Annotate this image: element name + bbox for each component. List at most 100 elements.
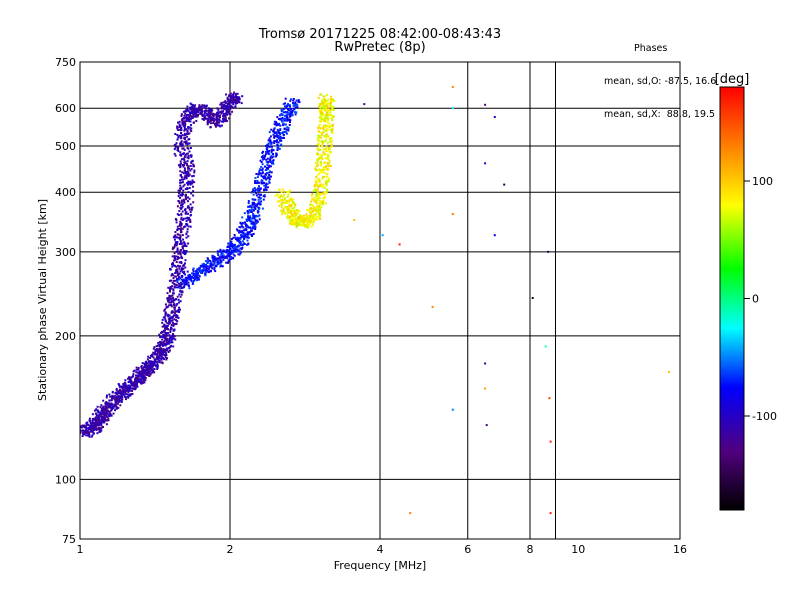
data-point bbox=[163, 353, 166, 356]
data-point bbox=[187, 284, 190, 287]
data-point bbox=[198, 106, 200, 109]
data-point bbox=[274, 194, 277, 197]
data-point bbox=[96, 423, 99, 426]
data-point bbox=[188, 132, 191, 135]
data-point bbox=[204, 274, 207, 277]
data-point bbox=[180, 113, 183, 116]
data-point bbox=[192, 279, 195, 282]
data-point bbox=[176, 320, 179, 323]
data-point bbox=[303, 216, 305, 219]
data-point bbox=[142, 374, 144, 377]
data-point bbox=[124, 396, 127, 399]
data-point bbox=[216, 123, 219, 126]
data-point bbox=[265, 158, 268, 161]
data-point bbox=[109, 404, 112, 407]
data-point bbox=[104, 402, 107, 405]
data-point bbox=[323, 97, 326, 100]
data-point bbox=[149, 357, 152, 359]
data-point bbox=[234, 105, 237, 108]
data-point bbox=[220, 120, 223, 123]
data-point bbox=[171, 265, 174, 268]
data-point bbox=[192, 165, 195, 168]
data-point bbox=[157, 358, 160, 361]
data-point bbox=[282, 134, 285, 136]
data-point bbox=[177, 195, 180, 198]
data-point bbox=[187, 196, 189, 199]
data-point bbox=[318, 185, 321, 187]
data-point bbox=[321, 145, 324, 148]
data-point bbox=[262, 150, 264, 153]
data-point bbox=[112, 406, 114, 409]
data-point bbox=[279, 124, 282, 127]
data-point bbox=[324, 102, 326, 105]
data-point bbox=[173, 286, 176, 289]
data-point bbox=[294, 104, 297, 107]
data-point bbox=[317, 157, 320, 160]
data-point bbox=[181, 227, 184, 230]
data-point bbox=[88, 431, 91, 434]
data-point bbox=[258, 170, 261, 173]
data-point bbox=[228, 255, 231, 258]
data-point bbox=[231, 94, 234, 97]
data-point bbox=[111, 390, 114, 393]
data-point bbox=[278, 188, 281, 191]
data-point bbox=[226, 249, 229, 252]
data-point bbox=[175, 322, 178, 325]
data-point bbox=[284, 111, 287, 113]
data-point bbox=[167, 347, 170, 350]
data-point bbox=[190, 208, 193, 211]
data-point bbox=[216, 107, 219, 110]
data-point bbox=[165, 358, 168, 361]
data-point bbox=[319, 156, 322, 159]
data-point bbox=[92, 426, 95, 429]
data-point bbox=[227, 99, 230, 102]
data-point bbox=[258, 208, 260, 211]
data-point bbox=[159, 351, 162, 354]
data-point bbox=[135, 374, 138, 377]
data-point bbox=[105, 423, 108, 426]
data-point bbox=[190, 127, 193, 130]
data-point bbox=[279, 139, 282, 142]
data-point bbox=[89, 430, 92, 433]
data-point bbox=[110, 414, 113, 417]
data-point bbox=[104, 406, 107, 408]
data-point bbox=[320, 140, 323, 143]
data-point bbox=[280, 209, 283, 212]
data-point bbox=[329, 104, 332, 107]
data-point bbox=[120, 400, 123, 403]
data-point bbox=[140, 382, 142, 385]
data-point bbox=[325, 136, 328, 139]
data-point bbox=[96, 419, 99, 422]
data-point bbox=[212, 264, 215, 267]
data-point bbox=[183, 177, 186, 180]
data-point bbox=[185, 276, 188, 279]
data-point bbox=[315, 176, 318, 179]
data-point bbox=[243, 238, 246, 241]
data-point bbox=[164, 326, 167, 329]
data-point bbox=[216, 250, 219, 253]
data-point bbox=[181, 117, 184, 120]
data-point bbox=[266, 157, 269, 160]
data-point bbox=[102, 411, 105, 414]
data-point bbox=[140, 373, 143, 376]
data-point bbox=[330, 146, 333, 148]
data-point bbox=[156, 352, 159, 355]
data-point bbox=[318, 103, 321, 105]
data-point bbox=[252, 193, 255, 196]
data-point bbox=[239, 241, 242, 244]
data-point bbox=[182, 249, 185, 252]
data-point bbox=[93, 409, 96, 412]
data-point bbox=[330, 95, 333, 98]
data-point bbox=[191, 179, 194, 182]
data-point bbox=[170, 303, 173, 306]
data-point bbox=[258, 190, 261, 192]
data-point bbox=[130, 379, 133, 382]
data-point bbox=[204, 111, 206, 114]
data-point bbox=[96, 416, 99, 419]
data-point bbox=[156, 354, 159, 357]
data-point bbox=[254, 226, 257, 229]
data-point bbox=[164, 356, 167, 359]
data-point bbox=[265, 166, 268, 169]
data-point bbox=[320, 93, 323, 96]
data-point bbox=[158, 353, 161, 356]
